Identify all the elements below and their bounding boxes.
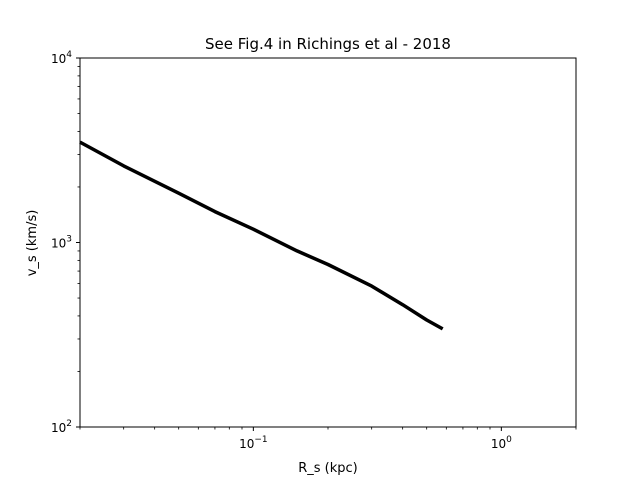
x-tick-label-exponent: 0: [506, 435, 512, 445]
y-tick-label: 102: [51, 419, 72, 435]
plot-frame: [79, 57, 577, 428]
x-tick-label-base: 10: [491, 437, 506, 451]
x-tick-label: 100: [491, 435, 512, 451]
x-tick-label: 10−1: [239, 435, 268, 451]
x-axis-label: R_s (kpc): [298, 461, 358, 476]
y-tick-label-exponent: 2: [66, 419, 72, 429]
x-tick-label-exponent: −1: [254, 435, 267, 445]
y-tick-label: 104: [51, 50, 72, 66]
y-tick-label-base: 10: [51, 421, 66, 435]
y-tick-label-exponent: 4: [66, 50, 72, 60]
y-axis-label: v_s (km/s): [25, 210, 40, 277]
x-tick-label-base: 10: [239, 437, 254, 451]
y-tick-label-base: 10: [51, 52, 66, 66]
series-line-0: [79, 140, 444, 331]
series-layer: [79, 140, 444, 331]
chart-title: See Fig.4 in Richings et al - 2018: [205, 35, 451, 53]
y-tick-label-exponent: 3: [66, 235, 72, 245]
y-tick-label: 103: [51, 235, 72, 251]
y-tick-label-base: 10: [51, 237, 66, 251]
